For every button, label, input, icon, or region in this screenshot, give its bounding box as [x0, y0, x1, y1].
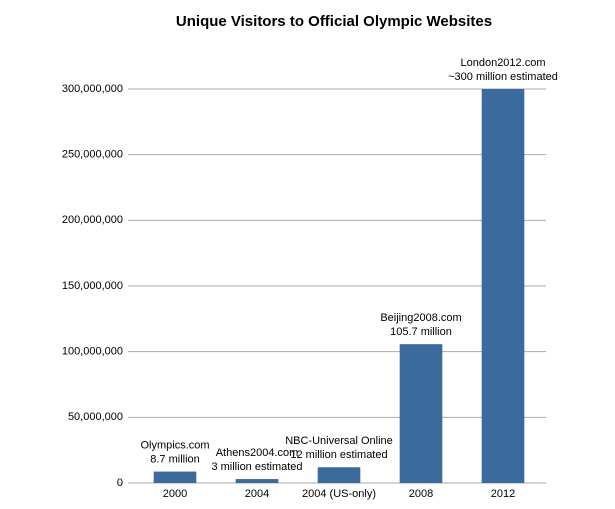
y-tick-label: 100,000,000	[62, 346, 123, 358]
bar	[399, 344, 443, 483]
y-tick-label: 150,000,000	[62, 280, 123, 292]
chart-title: Unique Visitors to Official Olympic Webs…	[176, 13, 492, 30]
x-tick-label: 2004	[245, 488, 269, 500]
bar-annotation: Olympics.com	[140, 439, 209, 451]
y-tick-label: 250,000,000	[62, 149, 123, 161]
bar	[481, 89, 525, 483]
bar-annotation: Beijing2008.com	[380, 312, 461, 324]
value-label: 12 million estimated	[290, 449, 387, 461]
bar-annotation: London2012.com	[460, 57, 545, 69]
y-tick-label: 0	[117, 477, 123, 489]
bar	[153, 471, 197, 483]
x-tick-label: 2008	[409, 488, 433, 500]
value-label: 3 million estimated	[211, 461, 302, 473]
bar	[317, 467, 361, 483]
x-tick-label: 2004 (US-only)	[302, 488, 376, 500]
value-label: ~300 million estimated	[448, 71, 558, 83]
value-label: 8.7 million	[150, 453, 200, 465]
x-tick-label: 2012	[491, 488, 515, 500]
bar-annotation: Athens2004.com	[216, 447, 299, 459]
bar	[235, 479, 279, 483]
y-tick-label: 200,000,000	[62, 214, 123, 226]
value-label: 105.7 million	[390, 326, 452, 338]
y-tick-label: 300,000,000	[62, 83, 123, 95]
bar-annotation: NBC-Universal Online	[285, 435, 393, 447]
x-tick-label: 2000	[163, 488, 187, 500]
y-tick-label: 50,000,000	[68, 411, 123, 423]
